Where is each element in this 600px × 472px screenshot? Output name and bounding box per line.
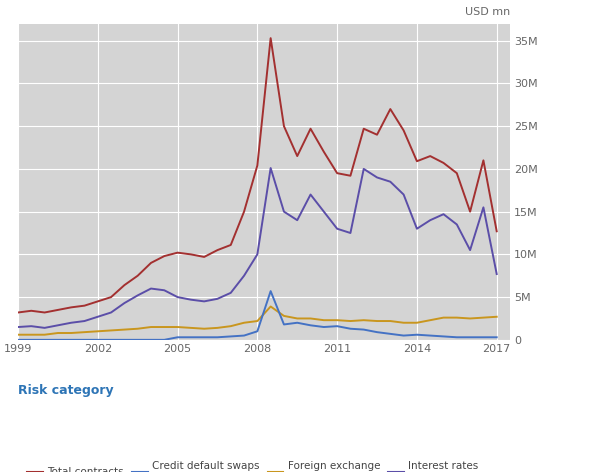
Legend: Total contracts, Credit default swaps
(CDS), Foreign exchange
contracts, Interes: Total contracts, Credit default swaps (C… xyxy=(23,456,482,472)
Text: Risk category: Risk category xyxy=(18,384,113,397)
Text: USD mn: USD mn xyxy=(465,7,510,17)
